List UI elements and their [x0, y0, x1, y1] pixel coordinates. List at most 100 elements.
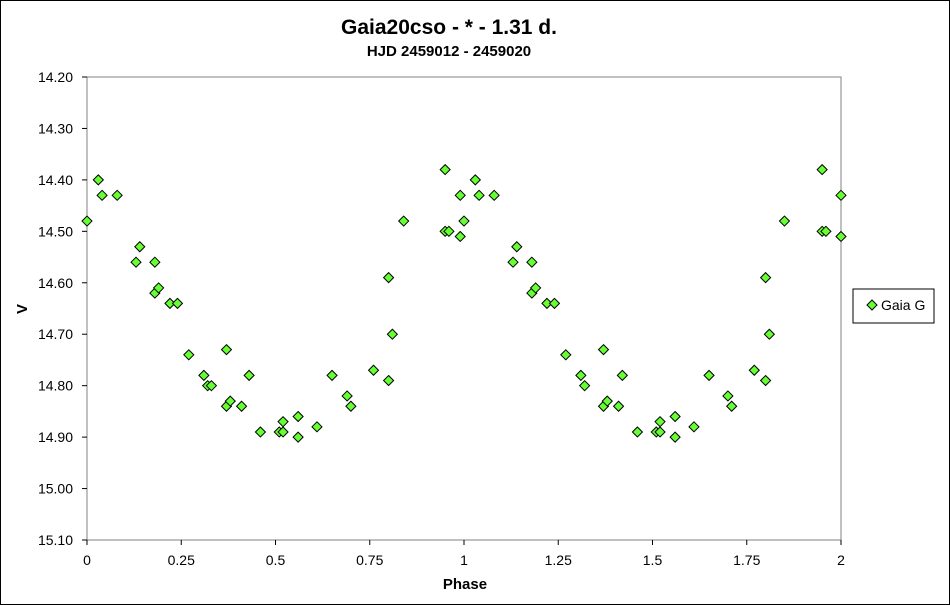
legend-marker-gaia-g	[866, 299, 878, 311]
data-point	[454, 189, 466, 202]
data-point	[816, 163, 828, 176]
y-tick-label: 14.60	[38, 275, 73, 291]
data-point	[488, 189, 500, 202]
y-axis-label: V	[14, 304, 31, 314]
data-point	[759, 374, 772, 387]
data-point	[526, 256, 538, 268]
x-tick-label: 0.75	[356, 552, 383, 568]
data-point	[386, 328, 399, 340]
data-point	[243, 369, 255, 382]
y-axis: 14.20 14.30 14.40 14.50 14.60 14.70 14.80 14.90…	[38, 69, 87, 548]
x-tick-label: 1	[460, 552, 468, 568]
data-point	[96, 189, 108, 202]
data-point	[311, 421, 323, 433]
data-point	[835, 230, 847, 243]
x-tick-label: 0	[83, 552, 91, 568]
data-point	[458, 215, 470, 227]
data-point	[575, 369, 587, 382]
data-point	[134, 241, 146, 253]
data-point	[616, 369, 629, 382]
data-point	[183, 349, 195, 361]
x-tick-label: 2	[837, 552, 845, 568]
chart-title: Gaia20cso - * - 1.31 d.	[341, 16, 557, 39]
data-point	[507, 256, 519, 268]
y-tick-label: 14.30	[38, 120, 73, 136]
data-point	[631, 426, 644, 438]
x-tick-label: 1.5	[643, 552, 663, 568]
data-point	[759, 271, 772, 284]
data-point	[778, 215, 791, 227]
data-point	[224, 395, 236, 407]
data-point	[382, 271, 395, 284]
data-point	[367, 364, 380, 376]
data-point	[560, 349, 572, 361]
data-point	[597, 343, 610, 356]
y-tick-label: 14.80	[38, 378, 73, 394]
y-tick-label: 14.50	[38, 223, 73, 239]
legend-box	[852, 288, 935, 324]
x-axis: 0 0.25 0.5 0.75 1 1.25 1.5 1.75 2	[83, 540, 845, 568]
data-point	[92, 174, 105, 186]
y-tick-label: 14.70	[38, 326, 73, 342]
legend-label-gaia-g: Gaia G	[881, 297, 925, 313]
data-point	[235, 400, 248, 412]
data-points	[81, 163, 847, 443]
data-point	[326, 369, 338, 382]
data-point	[688, 421, 700, 433]
y-tick-label: 15.00	[38, 481, 73, 497]
data-point	[722, 390, 734, 402]
data-point	[703, 369, 715, 382]
data-point	[669, 410, 681, 423]
data-point	[171, 297, 184, 310]
data-point	[612, 400, 625, 412]
data-point	[292, 431, 304, 443]
data-point	[292, 410, 304, 423]
x-tick-label: 0.25	[168, 552, 195, 568]
data-point	[748, 364, 760, 376]
y-tick-label: 14.40	[38, 172, 73, 188]
data-point	[130, 256, 142, 268]
data-point	[81, 215, 93, 227]
data-point	[654, 426, 666, 438]
data-point	[511, 241, 523, 253]
data-point	[454, 230, 466, 243]
data-point	[152, 282, 165, 294]
data-point	[149, 256, 161, 268]
data-point	[345, 400, 357, 412]
data-point	[382, 374, 395, 387]
data-point	[669, 431, 681, 443]
data-point	[529, 282, 542, 294]
data-point	[205, 379, 218, 392]
data-point	[254, 426, 267, 438]
x-tick-label: 0.5	[266, 552, 286, 568]
data-point	[111, 189, 123, 202]
x-axis-label: Phase	[443, 576, 487, 593]
y-tick-label: 14.90	[38, 429, 73, 445]
data-point	[578, 379, 591, 392]
data-point	[397, 215, 410, 227]
data-point	[541, 297, 553, 310]
data-point	[763, 328, 776, 340]
data-point	[835, 189, 847, 202]
data-point	[725, 400, 738, 412]
x-tick-label: 1.25	[545, 552, 572, 568]
data-point	[277, 426, 289, 438]
data-point	[820, 225, 832, 238]
x-tick-label: 1.75	[733, 552, 760, 568]
data-point	[198, 369, 210, 382]
data-point	[473, 189, 485, 202]
data-point	[220, 343, 233, 356]
data-point	[341, 390, 353, 402]
plot-area	[86, 76, 842, 541]
y-tick-label: 14.20	[38, 69, 73, 85]
y-tick-label: 15.10	[38, 532, 73, 548]
data-point	[439, 163, 451, 176]
data-point	[443, 225, 455, 238]
data-point	[548, 297, 561, 310]
chart-subtitle: HJD 2459012 - 2459020	[367, 43, 531, 60]
data-point	[601, 395, 613, 407]
data-point	[469, 174, 482, 186]
data-point	[164, 297, 176, 310]
legend: Gaia G	[852, 288, 935, 324]
